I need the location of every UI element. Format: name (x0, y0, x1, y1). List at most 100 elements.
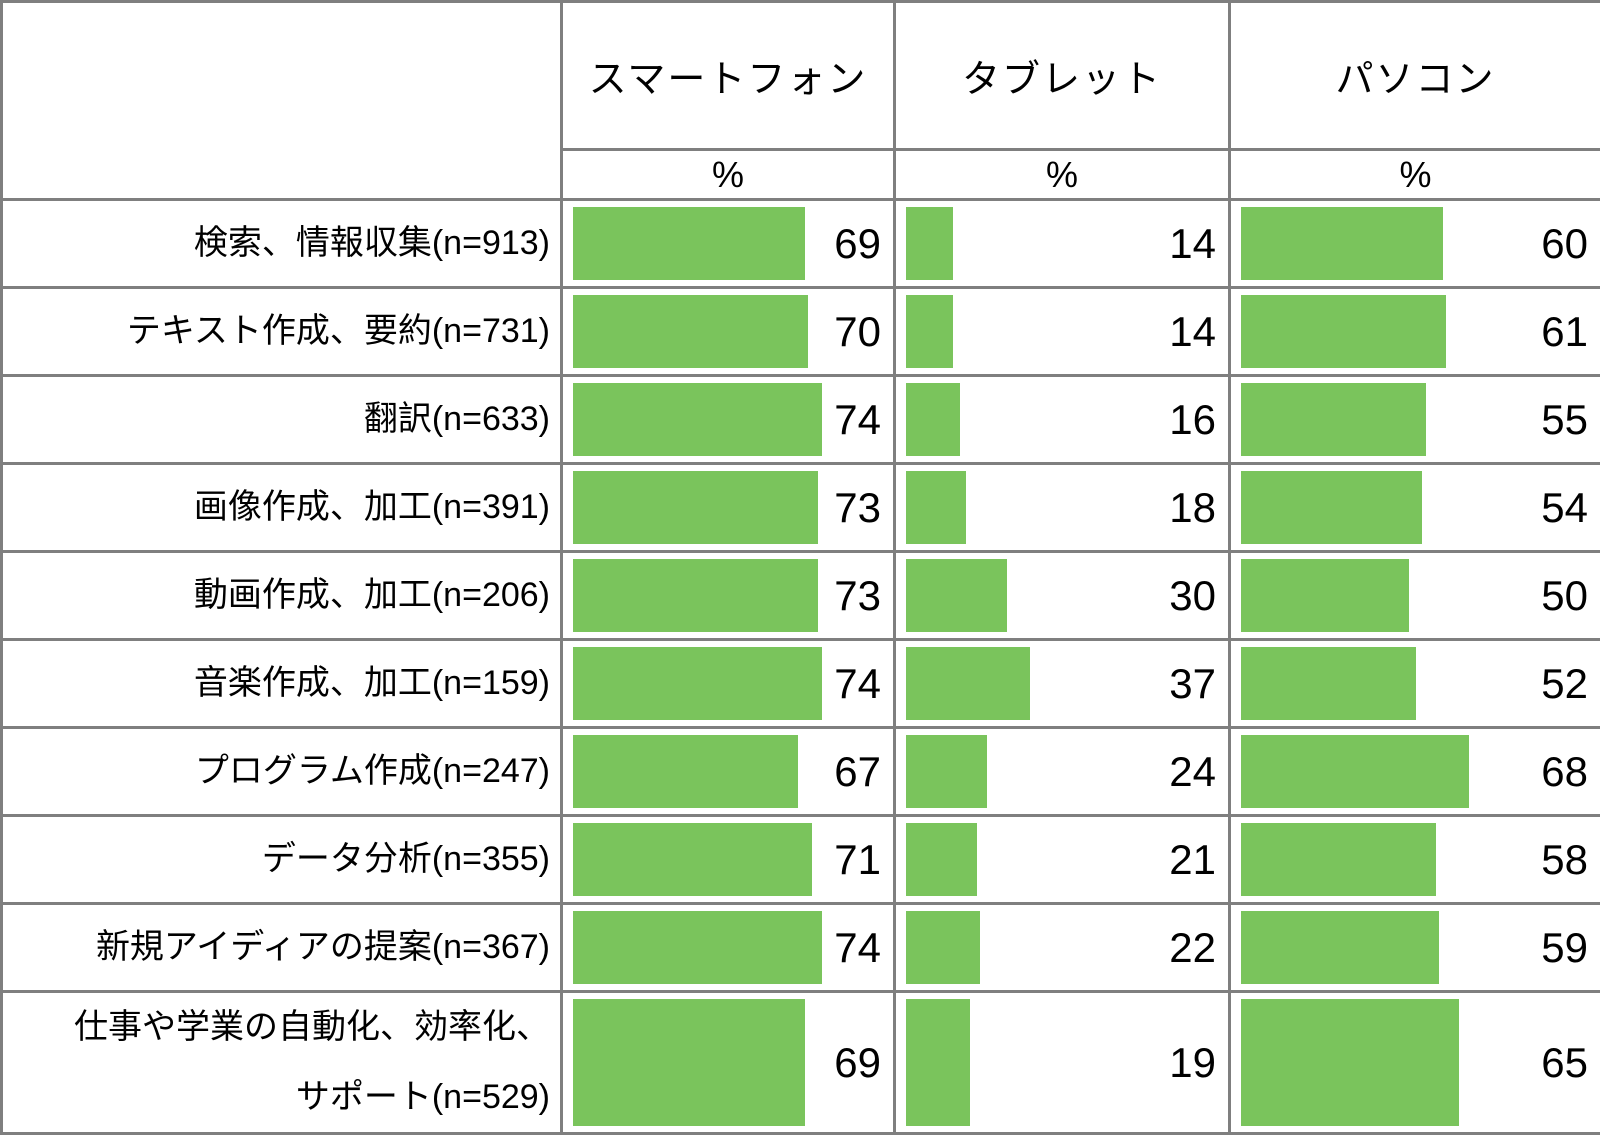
value-cell-pc: 61 (1228, 286, 1600, 377)
row-label: テキスト作成、要約(n=731) (0, 286, 563, 377)
value-cell-pc: 65 (1228, 989, 1600, 1136)
value-cell-smartphone: 73 (560, 462, 896, 553)
tablet-bar (906, 207, 954, 280)
pc-value: 52 (1541, 659, 1588, 707)
value-cell-tablet: 30 (893, 550, 1231, 641)
pc-value: 55 (1541, 395, 1588, 443)
value-cell-tablet: 21 (893, 814, 1231, 905)
pc-value: 68 (1541, 747, 1588, 795)
pc-value: 60 (1541, 219, 1588, 267)
pc-value: 58 (1541, 835, 1588, 883)
pc-bar (1241, 559, 1409, 632)
row-label: 仕事や学業の自動化、効率化、 サポート(n=529) (0, 989, 563, 1136)
tablet-bar (906, 911, 980, 984)
value-cell-tablet: 18 (893, 462, 1231, 553)
tablet-value: 24 (1169, 747, 1216, 795)
pc-bar (1241, 647, 1416, 720)
table-row: 新規アイディアの提案(n=367) 74 22 59 (0, 902, 1600, 993)
smartphone-bar (573, 559, 819, 632)
tablet-value: 37 (1169, 659, 1216, 707)
unit-label-pc: % (1228, 148, 1600, 201)
pc-value: 59 (1541, 923, 1588, 971)
smartphone-value: 74 (834, 659, 881, 707)
tablet-value: 14 (1169, 307, 1216, 355)
smartphone-value: 73 (834, 571, 881, 619)
table-row: 仕事や学業の自動化、効率化、 サポート(n=529) 69 19 65 (0, 989, 1600, 1136)
smartphone-value: 69 (834, 1038, 881, 1086)
table-row: 翻訳(n=633) 74 16 55 (0, 374, 1600, 465)
smartphone-bar (573, 295, 809, 368)
smartphone-bar (573, 471, 819, 544)
pc-bar (1241, 999, 1460, 1127)
tablet-value: 14 (1169, 219, 1216, 267)
smartphone-bar (573, 735, 799, 808)
smartphone-bar (573, 207, 805, 280)
row-label: プログラム作成(n=247) (0, 726, 563, 817)
value-cell-pc: 55 (1228, 374, 1600, 465)
table-row: データ分析(n=355) 71 21 58 (0, 814, 1600, 905)
row-label: データ分析(n=355) (0, 814, 563, 905)
pc-bar (1241, 735, 1470, 808)
tablet-bar (906, 559, 1007, 632)
value-cell-pc: 59 (1228, 902, 1600, 993)
value-cell-tablet: 14 (893, 286, 1231, 377)
value-cell-smartphone: 70 (560, 286, 896, 377)
tablet-bar (906, 735, 987, 808)
tablet-bar (906, 647, 1031, 720)
tablet-value: 16 (1169, 395, 1216, 443)
tablet-value: 18 (1169, 483, 1216, 531)
value-cell-smartphone: 74 (560, 902, 896, 993)
value-cell-smartphone: 69 (560, 989, 896, 1136)
row-label: 検索、情報収集(n=913) (0, 198, 563, 289)
row-label: 翻訳(n=633) (0, 374, 563, 465)
tablet-value: 30 (1169, 571, 1216, 619)
table-row: 音楽作成、加工(n=159) 74 37 52 (0, 638, 1600, 729)
pc-bar (1241, 471, 1423, 544)
value-cell-pc: 58 (1228, 814, 1600, 905)
pc-value: 65 (1541, 1038, 1588, 1086)
smartphone-bar (573, 999, 805, 1127)
pc-bar (1241, 911, 1440, 984)
row-label: 音楽作成、加工(n=159) (0, 638, 563, 729)
table-body: 検索、情報収集(n=913) 69 14 60 テキスト作成、要約(n=731)… (0, 198, 1600, 1136)
value-cell-pc: 50 (1228, 550, 1600, 641)
smartphone-value: 69 (834, 219, 881, 267)
value-cell-tablet: 19 (893, 989, 1231, 1136)
pc-bar (1241, 207, 1443, 280)
value-cell-pc: 54 (1228, 462, 1600, 553)
pc-value: 61 (1541, 307, 1588, 355)
table-row: 検索、情報収集(n=913) 69 14 60 (0, 198, 1600, 289)
value-cell-smartphone: 74 (560, 374, 896, 465)
table-row: テキスト作成、要約(n=731) 70 14 61 (0, 286, 1600, 377)
smartphone-value: 74 (834, 395, 881, 443)
value-cell-tablet: 24 (893, 726, 1231, 817)
smartphone-value: 71 (834, 835, 881, 883)
tablet-value: 21 (1169, 835, 1216, 883)
tablet-bar (906, 999, 970, 1127)
value-cell-tablet: 22 (893, 902, 1231, 993)
smartphone-bar (573, 911, 822, 984)
unit-label-smartphone: % (560, 148, 896, 201)
tablet-bar (906, 471, 967, 544)
pc-value: 54 (1541, 483, 1588, 531)
unit-label-tablet: % (893, 148, 1231, 201)
value-cell-pc: 52 (1228, 638, 1600, 729)
value-cell-smartphone: 74 (560, 638, 896, 729)
value-cell-smartphone: 73 (560, 550, 896, 641)
row-label: 画像作成、加工(n=391) (0, 462, 563, 553)
smartphone-value: 67 (834, 747, 881, 795)
tablet-value: 22 (1169, 923, 1216, 971)
value-cell-pc: 68 (1228, 726, 1600, 817)
smartphone-bar (573, 823, 812, 896)
table-row: 画像作成、加工(n=391) 73 18 54 (0, 462, 1600, 553)
tablet-bar (906, 383, 960, 456)
value-cell-smartphone: 69 (560, 198, 896, 289)
column-header-tablet: タブレット (893, 0, 1231, 151)
value-cell-tablet: 37 (893, 638, 1231, 729)
tablet-bar (906, 823, 977, 896)
smartphone-bar (573, 383, 822, 456)
value-cell-smartphone: 67 (560, 726, 896, 817)
unit-row: % % % (2, 148, 1600, 201)
smartphone-bar (573, 647, 822, 720)
